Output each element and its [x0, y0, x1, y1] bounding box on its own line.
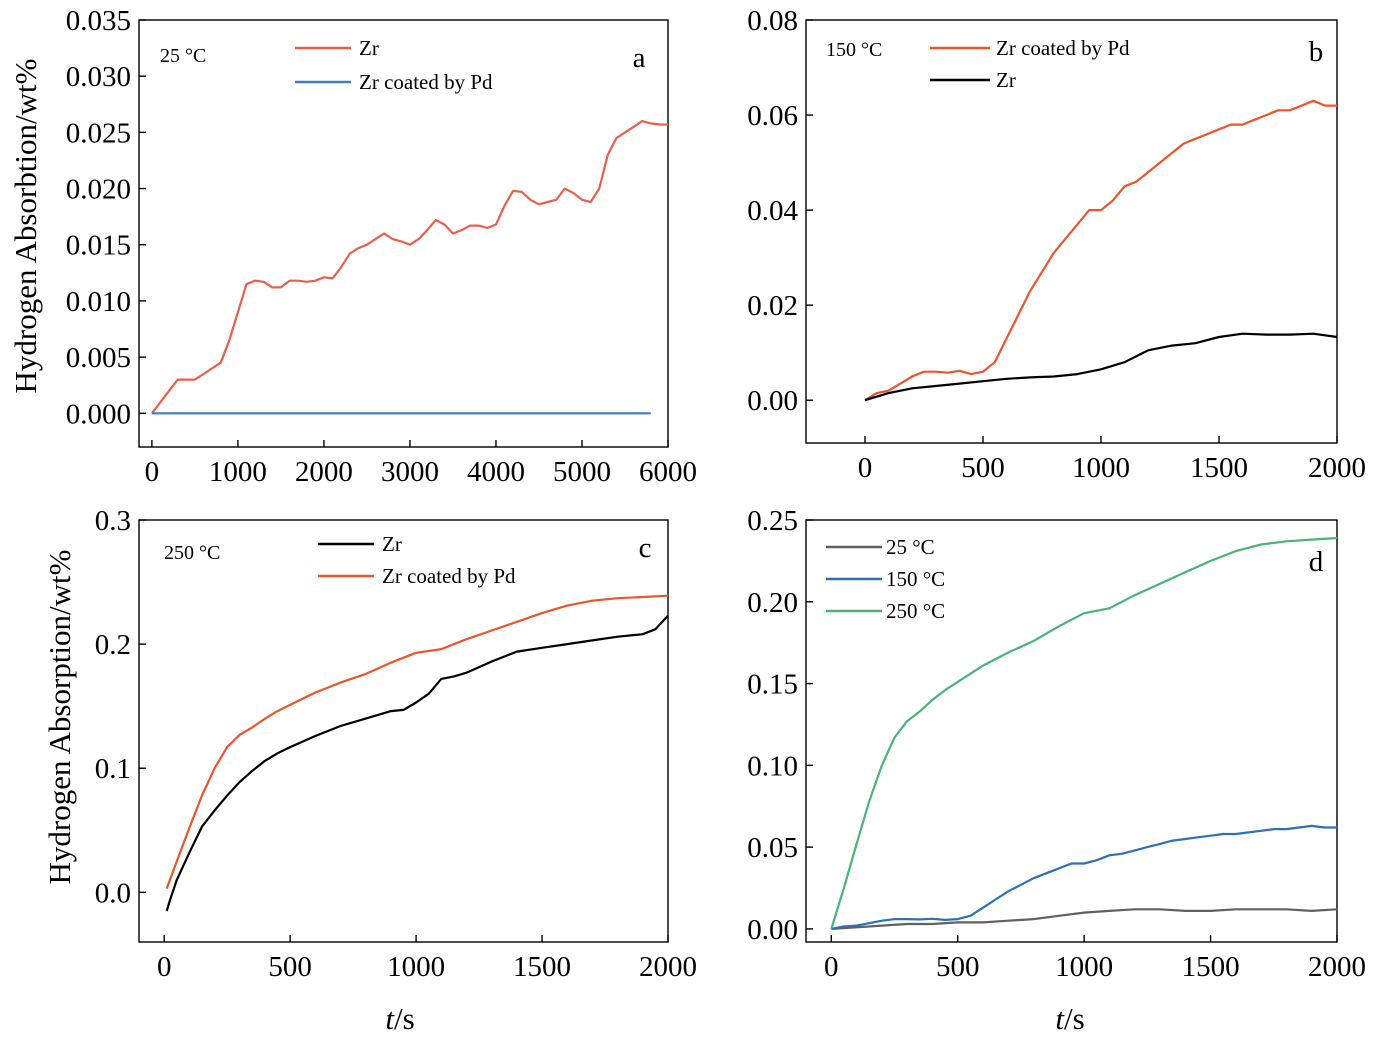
- y-tick-label: 0.00: [747, 914, 798, 946]
- series-line-d-2: [830, 536, 1338, 930]
- plot-frame: [138, 519, 669, 943]
- panel-letter: c: [639, 532, 652, 564]
- temperature-label: 250 °C: [164, 542, 220, 564]
- legend-label: 25 °C: [886, 535, 935, 559]
- plot-frame: [138, 19, 669, 448]
- x-tick-label: 5000: [553, 456, 611, 488]
- panel-letter: a: [633, 42, 646, 74]
- x-axis-title-unit: /s: [394, 1001, 415, 1036]
- y-tick-label: 0.2: [95, 629, 131, 661]
- x-tick-label: 0: [145, 456, 160, 488]
- y-axis-title-top: Hydrogen Absorbtion/wt%: [8, 59, 43, 394]
- legend-label: Zr coated by Pd: [359, 70, 493, 94]
- y-tick-label: 0.08: [747, 5, 798, 37]
- x-tick-label: 1500: [1182, 951, 1240, 983]
- y-tick-label: 0.030: [66, 61, 131, 93]
- plot-frame: [805, 519, 1338, 943]
- temperature-label: 25 °C: [160, 45, 206, 67]
- series-line-b-0: [864, 99, 1337, 402]
- legend-label: Zr coated by Pd: [382, 564, 516, 588]
- x-tick-label: 2000: [1308, 452, 1366, 484]
- y-tick-label: 0.025: [66, 117, 131, 149]
- y-tick-label: 0.25: [747, 505, 798, 537]
- panel-letter: b: [1309, 36, 1324, 68]
- x-tick-label: 500: [936, 951, 980, 983]
- y-tick-label: 0.20: [747, 587, 798, 619]
- x-tick-label: 1000: [387, 951, 445, 983]
- x-axis-title-italic: t: [1055, 1001, 1065, 1036]
- legend-label: Zr coated by Pd: [996, 36, 1130, 60]
- y-axis-title-bottom: Hydrogen Absorption/wt%: [42, 550, 77, 885]
- x-axis-title-right: t/s: [1055, 1001, 1084, 1036]
- series-line-d-0: [831, 908, 1338, 930]
- x-tick-label: 3000: [381, 456, 439, 488]
- x-tick-label: 0: [157, 951, 172, 983]
- y-tick-label: 0.035: [66, 5, 131, 37]
- x-tick-label: 4000: [467, 456, 525, 488]
- x-tick-label: 2000: [295, 456, 353, 488]
- x-tick-label: 500: [268, 951, 312, 983]
- y-tick-label: 0.010: [66, 286, 131, 318]
- x-tick-label: 500: [961, 452, 1005, 484]
- x-tick-label: 1000: [209, 456, 267, 488]
- x-tick-label: 2000: [639, 951, 697, 983]
- legend-label: 150 °C: [886, 567, 945, 591]
- panel-letter: d: [1309, 546, 1324, 578]
- y-tick-label: 0.05: [747, 832, 798, 864]
- y-tick-label: 0.1: [95, 753, 131, 785]
- panel-c: 0 500 1000 1500 2000 0.0 0.1 0.2 0.3 Zr Zr coated …: [95, 505, 697, 983]
- panel-b: 0 500 1000 1500 2000 0.00 0.02 0.04 0.06 0.08 Zr c…: [747, 5, 1366, 484]
- series-line-b-1: [864, 332, 1338, 402]
- panel-a: 0 1000 2000 3000 4000 5000 6000 0.000 0.005 0.010…: [66, 5, 697, 488]
- x-tick-label: 0: [858, 452, 873, 484]
- y-tick-label: 0.15: [747, 669, 798, 701]
- legend-label: Zr: [996, 68, 1016, 92]
- y-tick-label: 0.000: [66, 398, 131, 430]
- plot-frame: [805, 19, 1338, 444]
- y-tick-label: 0.02: [747, 290, 798, 322]
- panel-d: 0 500 1000 1500 2000 0.00 0.05 0.10 0.15 0.20 0.25…: [747, 505, 1366, 983]
- x-tick-label: 6000: [639, 456, 697, 488]
- series-line-c-0: [165, 614, 669, 912]
- x-tick-label: 1500: [1190, 452, 1248, 484]
- legend-label: Zr: [382, 532, 402, 556]
- x-axis-title-italic: t: [385, 1001, 395, 1036]
- y-tick-label: 0.3: [95, 505, 131, 537]
- temperature-label: 150 °C: [826, 39, 882, 61]
- y-tick-label: 0.00: [747, 385, 798, 417]
- y-tick-label: 0.015: [66, 230, 131, 262]
- x-axis-title-left: t/s: [385, 1001, 414, 1036]
- legend-label: 250 °C: [886, 599, 945, 623]
- y-tick-label: 0.005: [66, 342, 131, 374]
- x-tick-label: 0: [824, 951, 839, 983]
- series-line-a-0: [151, 119, 668, 414]
- x-tick-label: 2000: [1308, 951, 1366, 983]
- y-tick-label: 0.10: [747, 750, 798, 782]
- legend-label: Zr: [359, 36, 379, 60]
- series-line-d-1: [831, 824, 1337, 930]
- y-tick-label: 0.04: [747, 195, 798, 227]
- x-tick-label: 1000: [1055, 951, 1113, 983]
- y-tick-label: 0.020: [66, 174, 131, 206]
- y-tick-label: 0.06: [747, 100, 798, 132]
- y-tick-label: 0.0: [95, 877, 131, 909]
- x-axis-title-unit: /s: [1064, 1001, 1085, 1036]
- series-line-c-1: [165, 594, 669, 889]
- x-tick-label: 1000: [1072, 452, 1130, 484]
- x-tick-label: 1500: [513, 951, 571, 983]
